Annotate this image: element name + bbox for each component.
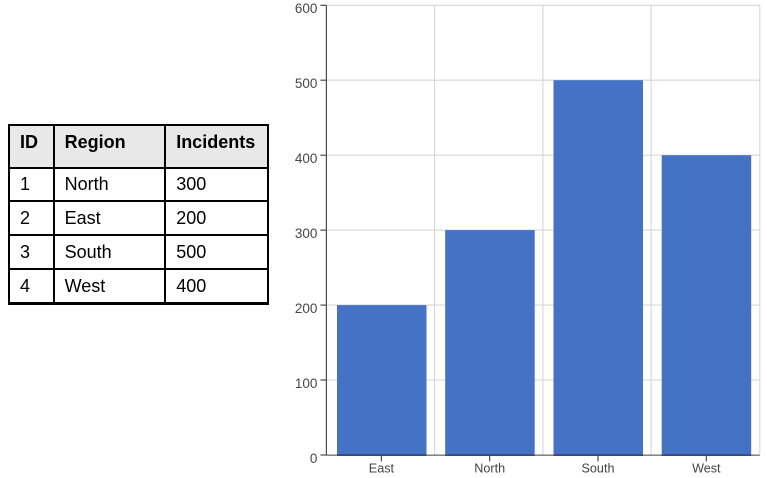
svg-text:0: 0 — [310, 451, 318, 466]
svg-text:200: 200 — [295, 301, 318, 316]
svg-text:North: North — [474, 461, 505, 475]
svg-text:West: West — [692, 461, 721, 475]
svg-text:600: 600 — [295, 1, 318, 16]
svg-text:South: South — [582, 461, 615, 475]
svg-text:East: East — [369, 461, 395, 475]
svg-text:400: 400 — [295, 151, 318, 166]
svg-text:100: 100 — [295, 376, 318, 391]
svg-text:300: 300 — [295, 226, 318, 241]
svg-text:500: 500 — [295, 76, 318, 91]
